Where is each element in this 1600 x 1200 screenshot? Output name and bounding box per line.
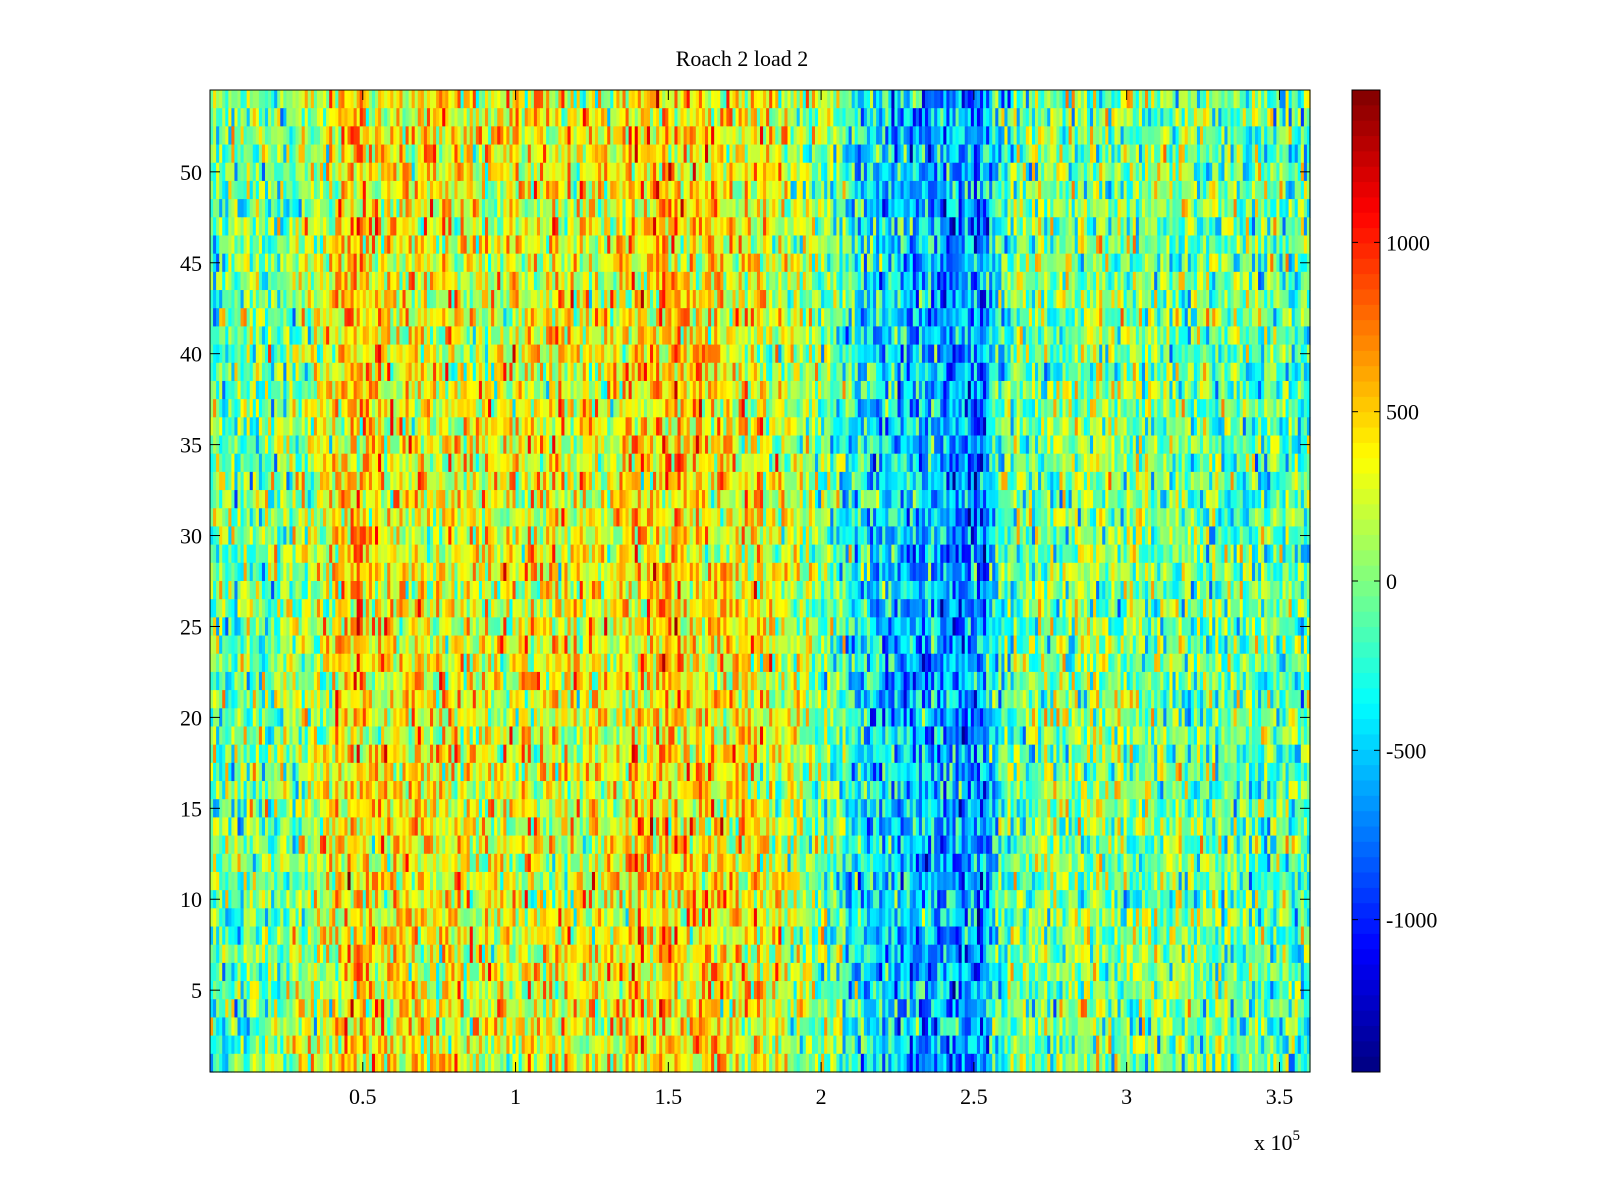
heatmap-cells [210,90,1311,1073]
chart-title: Roach 2 load 2 [676,46,809,71]
